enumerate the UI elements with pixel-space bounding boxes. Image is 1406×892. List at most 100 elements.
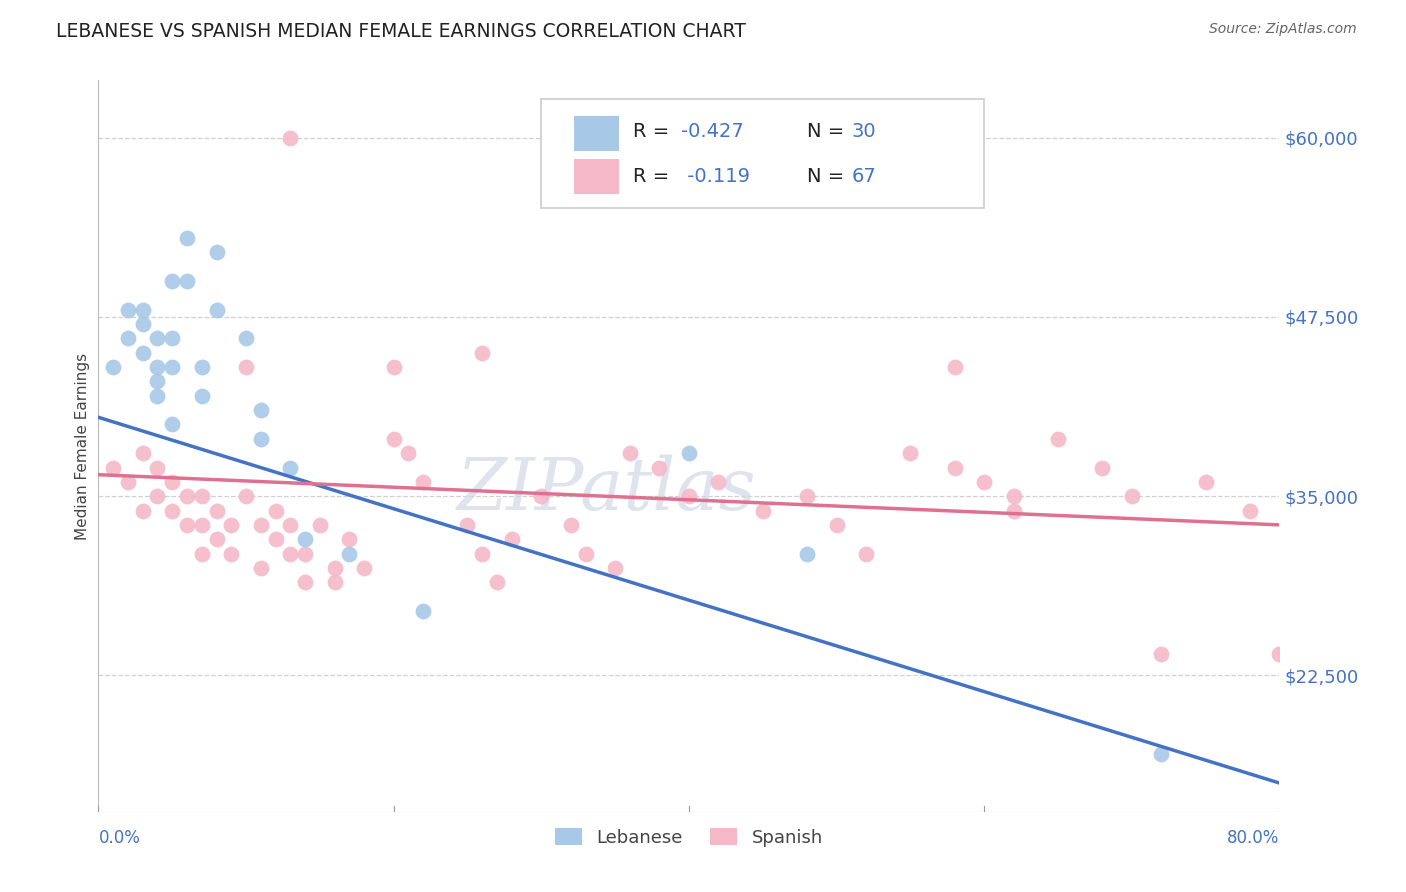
Text: -0.119: -0.119 xyxy=(681,168,749,186)
Point xyxy=(221,547,243,561)
Text: -0.427: -0.427 xyxy=(681,122,744,141)
Point xyxy=(648,460,671,475)
Text: 67: 67 xyxy=(852,168,877,186)
Text: LEBANESE VS SPANISH MEDIAN FEMALE EARNINGS CORRELATION CHART: LEBANESE VS SPANISH MEDIAN FEMALE EARNIN… xyxy=(56,22,747,41)
Point xyxy=(191,389,214,403)
Point xyxy=(323,561,346,575)
Point xyxy=(132,345,155,359)
Text: N =: N = xyxy=(807,122,851,141)
Point xyxy=(103,460,125,475)
Point xyxy=(294,533,316,547)
FancyBboxPatch shape xyxy=(575,159,619,194)
Point xyxy=(146,331,169,345)
Point xyxy=(250,403,273,417)
Point xyxy=(205,302,228,317)
Point xyxy=(117,331,139,345)
Point xyxy=(280,130,302,145)
Point xyxy=(280,547,302,561)
Point xyxy=(205,533,228,547)
Point xyxy=(1002,489,1025,503)
Point xyxy=(146,460,169,475)
Point xyxy=(132,302,155,317)
Point xyxy=(707,475,730,489)
Point xyxy=(382,360,405,375)
Text: 80.0%: 80.0% xyxy=(1227,829,1279,847)
Point xyxy=(235,489,257,503)
Point xyxy=(235,331,257,345)
Point xyxy=(132,317,155,331)
Point xyxy=(1091,460,1114,475)
Point xyxy=(471,345,494,359)
Point xyxy=(943,360,966,375)
Text: ZIPatlas: ZIPatlas xyxy=(457,455,756,525)
Point xyxy=(191,360,214,375)
Point xyxy=(1268,647,1291,661)
Point xyxy=(146,389,169,403)
Point xyxy=(191,547,214,561)
Point xyxy=(280,460,302,475)
Point xyxy=(943,460,966,475)
Point xyxy=(162,331,183,345)
Point xyxy=(1195,475,1218,489)
Text: R =: R = xyxy=(634,122,676,141)
Point xyxy=(264,533,287,547)
Point xyxy=(796,489,818,503)
Legend: Lebanese, Spanish: Lebanese, Spanish xyxy=(548,822,830,854)
Point xyxy=(117,475,139,489)
Point xyxy=(162,360,183,375)
Text: N =: N = xyxy=(807,168,851,186)
Point xyxy=(176,517,198,532)
Point xyxy=(132,446,155,460)
Point xyxy=(398,446,420,460)
Point xyxy=(412,604,434,618)
Point xyxy=(191,489,214,503)
Text: R =: R = xyxy=(634,168,676,186)
Point xyxy=(132,503,155,517)
Point xyxy=(678,446,700,460)
Point xyxy=(530,489,553,503)
Point xyxy=(339,533,361,547)
Point xyxy=(471,547,494,561)
Point xyxy=(280,517,302,532)
Point xyxy=(146,375,169,389)
Text: 30: 30 xyxy=(852,122,876,141)
Point xyxy=(1150,647,1173,661)
Point xyxy=(1046,432,1070,446)
FancyBboxPatch shape xyxy=(541,99,984,209)
Point xyxy=(382,432,405,446)
FancyBboxPatch shape xyxy=(575,116,619,152)
Point xyxy=(103,360,125,375)
Point xyxy=(162,475,183,489)
Point xyxy=(619,446,641,460)
Point xyxy=(176,489,198,503)
Point xyxy=(309,517,332,532)
Point xyxy=(560,517,582,532)
Point xyxy=(1239,503,1261,517)
Point xyxy=(323,575,346,590)
Point xyxy=(678,489,700,503)
Point xyxy=(250,561,273,575)
Point xyxy=(117,302,139,317)
Point xyxy=(486,575,509,590)
Point xyxy=(205,245,228,260)
Point xyxy=(1002,503,1025,517)
Point xyxy=(605,561,627,575)
Point xyxy=(162,417,183,432)
Point xyxy=(796,547,818,561)
Text: 0.0%: 0.0% xyxy=(98,829,141,847)
Point xyxy=(825,517,848,532)
Point xyxy=(457,517,479,532)
Point xyxy=(264,503,287,517)
Point xyxy=(1150,747,1173,762)
Point xyxy=(191,517,214,532)
Point xyxy=(501,533,523,547)
Point xyxy=(294,575,316,590)
Point xyxy=(221,517,243,532)
Point xyxy=(250,432,273,446)
Point xyxy=(162,274,183,288)
Point xyxy=(294,547,316,561)
Point xyxy=(339,547,361,561)
Text: Source: ZipAtlas.com: Source: ZipAtlas.com xyxy=(1209,22,1357,37)
Point xyxy=(973,475,995,489)
Point xyxy=(1121,489,1143,503)
